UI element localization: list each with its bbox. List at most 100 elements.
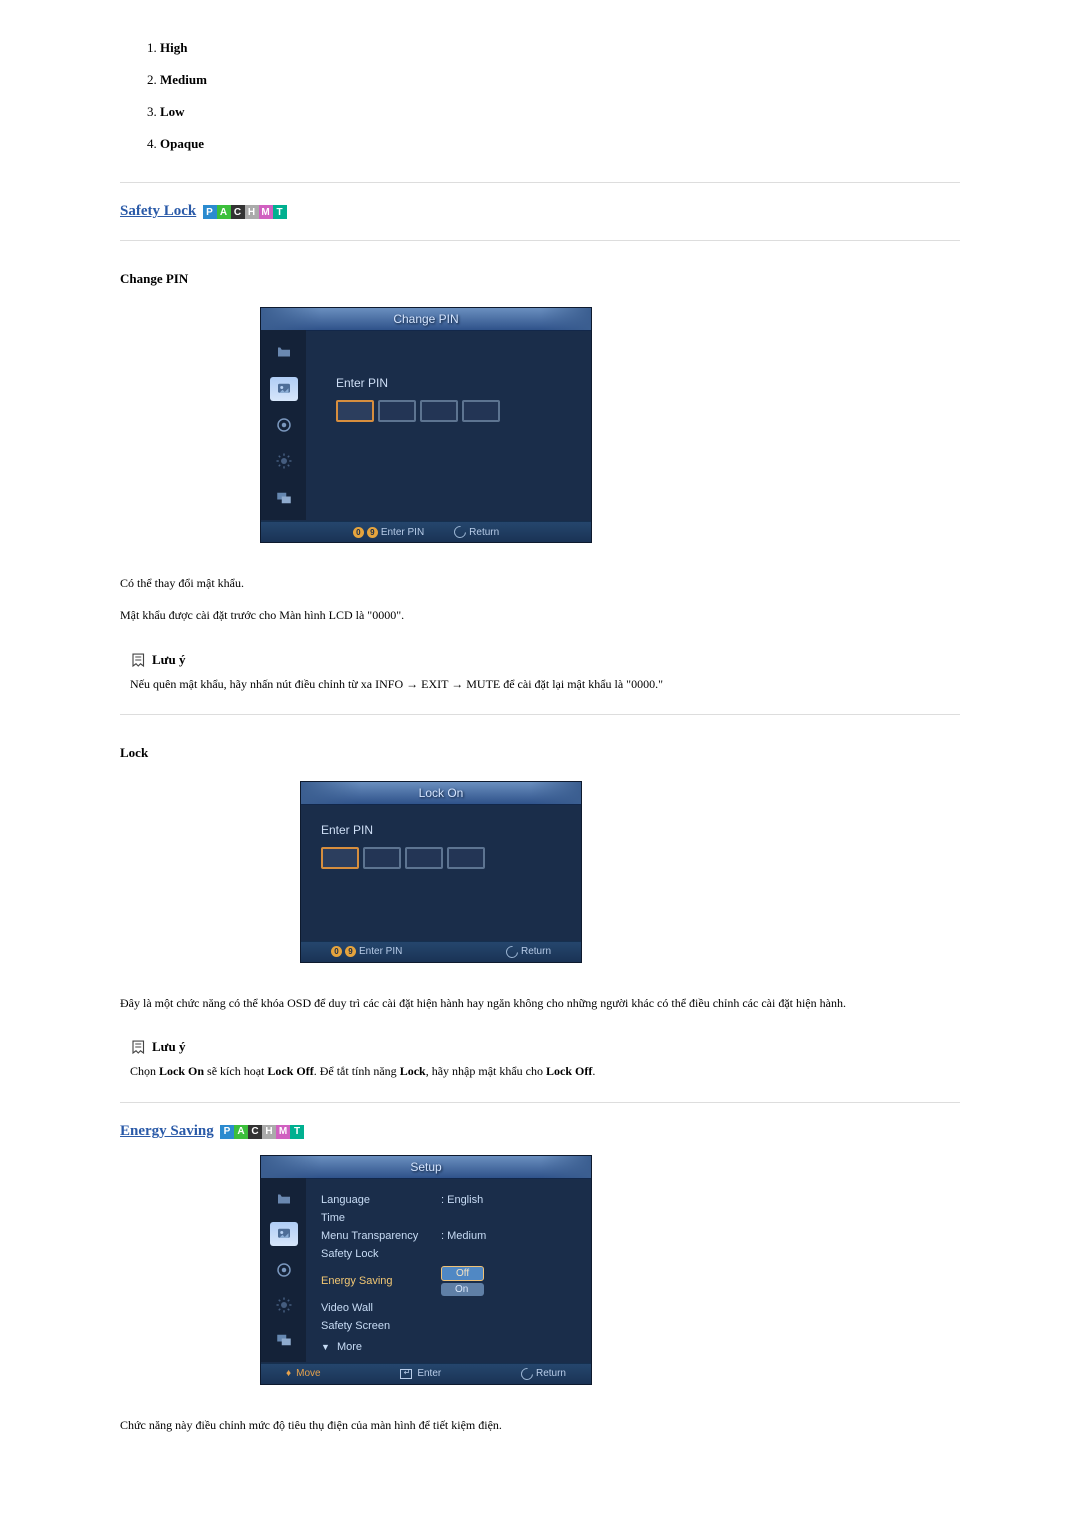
setup-row-video-wall[interactable]: Video Wall xyxy=(321,1299,576,1317)
footer-enter-hint: 0 9 Enter PIN xyxy=(353,526,424,538)
badge-a: A xyxy=(234,1125,248,1139)
osd-title: Setup xyxy=(261,1156,591,1179)
enter-pin-label: Enter PIN xyxy=(321,823,561,837)
setup-row-language[interactable]: Language : English xyxy=(321,1191,576,1209)
pin-box[interactable] xyxy=(363,847,401,869)
note-heading: Lưu ý xyxy=(130,651,960,669)
lock-desc: Đây là một chức năng có thể khóa OSD để … xyxy=(120,993,960,1013)
list-item: Opaque xyxy=(160,136,960,152)
sidebar-tile-picture-icon xyxy=(270,377,298,401)
num-badge-9: 9 xyxy=(367,527,378,538)
section-title: Safety Lock xyxy=(120,203,196,219)
enter-icon xyxy=(400,1369,412,1379)
transparency-list: High Medium Low Opaque xyxy=(160,40,960,152)
pin-box[interactable] xyxy=(336,400,374,422)
osd-title: Lock On xyxy=(301,782,581,805)
footer-return-hint: Return xyxy=(506,946,551,958)
osd-footer: ♦ Move Enter Return xyxy=(261,1363,591,1384)
return-icon xyxy=(519,1365,536,1382)
return-icon xyxy=(504,944,521,961)
divider xyxy=(120,240,960,241)
badge-h: H xyxy=(262,1125,276,1139)
osd-sidebar xyxy=(261,330,306,520)
osd-body: Enter PIN xyxy=(301,805,581,941)
mode-badges: P A C H M T xyxy=(220,1125,304,1139)
num-badge-0: 0 xyxy=(353,527,364,538)
sidebar-tile-input-icon xyxy=(270,340,298,364)
badge-h: H xyxy=(245,205,259,219)
lock-heading: Lock xyxy=(120,745,960,761)
setup-row-energy-saving[interactable]: Energy Saving Off On xyxy=(321,1263,576,1299)
change-pin-desc1: Có thể thay đổi mật khẩu. xyxy=(120,573,960,593)
badge-c: C xyxy=(231,205,245,219)
badge-t: T xyxy=(290,1125,304,1139)
setup-row-safety-lock[interactable]: Safety Lock xyxy=(321,1245,576,1263)
pin-box[interactable] xyxy=(447,847,485,869)
sidebar-tile-multi-icon xyxy=(270,486,298,510)
osd-body: Enter PIN xyxy=(306,331,591,521)
move-icon: ♦ xyxy=(286,1368,291,1379)
setup-row-more[interactable]: More xyxy=(321,1335,576,1353)
option-on[interactable]: On xyxy=(441,1283,484,1296)
badge-m: M xyxy=(276,1125,290,1139)
osd-lock-on: Lock On Enter PIN 0 9 Enter PIN Return xyxy=(300,781,582,963)
footer-enter-hint: Enter xyxy=(400,1368,441,1380)
section-energy-saving: Energy Saving P A C H M T xyxy=(120,1123,960,1140)
mode-badges: P A C H M T xyxy=(203,205,287,219)
setup-row-time[interactable]: Time xyxy=(321,1209,576,1227)
setup-row-transparency[interactable]: Menu Transparency : Medium xyxy=(321,1227,576,1245)
list-item: High xyxy=(160,40,960,56)
setup-row-safety-screen[interactable]: Safety Screen xyxy=(321,1317,576,1335)
footer-return-hint: Return xyxy=(521,1368,566,1380)
note-icon xyxy=(130,1038,148,1056)
pin-box[interactable] xyxy=(405,847,443,869)
pin-inputs[interactable] xyxy=(321,847,561,869)
list-item: Low xyxy=(160,104,960,120)
badge-m: M xyxy=(259,205,273,219)
enter-pin-label: Enter PIN xyxy=(336,376,571,390)
sidebar-tile-input-icon xyxy=(270,1187,298,1211)
pin-box[interactable] xyxy=(378,400,416,422)
note-body: Chọn Lock On sẽ kích hoạt Lock Off. Để t… xyxy=(130,1062,960,1081)
osd-sidebar xyxy=(261,1178,306,1362)
num-badge-0: 0 xyxy=(331,946,342,957)
sidebar-tile-sound-icon xyxy=(270,1258,298,1282)
footer-return-hint: Return xyxy=(454,526,499,538)
change-pin-desc2: Mật khẩu được cài đặt trước cho Màn hình… xyxy=(120,605,960,625)
osd-footer: 0 9 Enter PIN Return xyxy=(301,941,581,962)
change-pin-heading: Change PIN xyxy=(120,271,960,287)
badge-p: P xyxy=(203,205,217,219)
option-off[interactable]: Off xyxy=(441,1266,484,1281)
badge-a: A xyxy=(217,205,231,219)
note-block: Lưu ý Chọn Lock On sẽ kích hoạt Lock Off… xyxy=(130,1038,960,1081)
badge-t: T xyxy=(273,205,287,219)
sidebar-tile-picture-icon xyxy=(270,1222,298,1246)
footer-enter-hint: 0 9 Enter PIN xyxy=(331,946,402,958)
divider xyxy=(120,1102,960,1103)
divider xyxy=(120,182,960,183)
pin-box[interactable] xyxy=(321,847,359,869)
pin-box[interactable] xyxy=(462,400,500,422)
osd-body: Language : English Time Menu Transparenc… xyxy=(306,1179,591,1363)
note-icon xyxy=(130,651,148,669)
badge-c: C xyxy=(248,1125,262,1139)
sidebar-tile-setup-icon xyxy=(270,449,298,473)
list-item: Medium xyxy=(160,72,960,88)
section-safety-lock: Safety Lock P A C H M T xyxy=(120,203,960,220)
sidebar-tile-multi-icon xyxy=(270,1328,298,1352)
osd-footer: 0 9 Enter PIN Return xyxy=(261,521,591,542)
energy-saving-desc: Chức năng này điều chỉnh mức độ tiêu thụ… xyxy=(120,1415,960,1435)
pin-inputs[interactable] xyxy=(336,400,571,422)
footer-move-hint: ♦ Move xyxy=(286,1368,321,1380)
return-icon xyxy=(452,524,469,541)
pin-box[interactable] xyxy=(420,400,458,422)
badge-p: P xyxy=(220,1125,234,1139)
osd-setup: Setup Language : English Time Menu Trans… xyxy=(260,1155,592,1385)
note-heading: Lưu ý xyxy=(130,1038,960,1056)
num-badge-9: 9 xyxy=(345,946,356,957)
sidebar-tile-sound-icon xyxy=(270,413,298,437)
note-block: Lưu ý Nếu quên mật khẩu, hãy nhấn nút đi… xyxy=(130,651,960,694)
osd-title: Change PIN xyxy=(261,308,591,331)
sidebar-tile-setup-icon xyxy=(270,1293,298,1317)
osd-change-pin: Change PIN Enter PIN 0 9 Enter PIN xyxy=(260,307,592,543)
